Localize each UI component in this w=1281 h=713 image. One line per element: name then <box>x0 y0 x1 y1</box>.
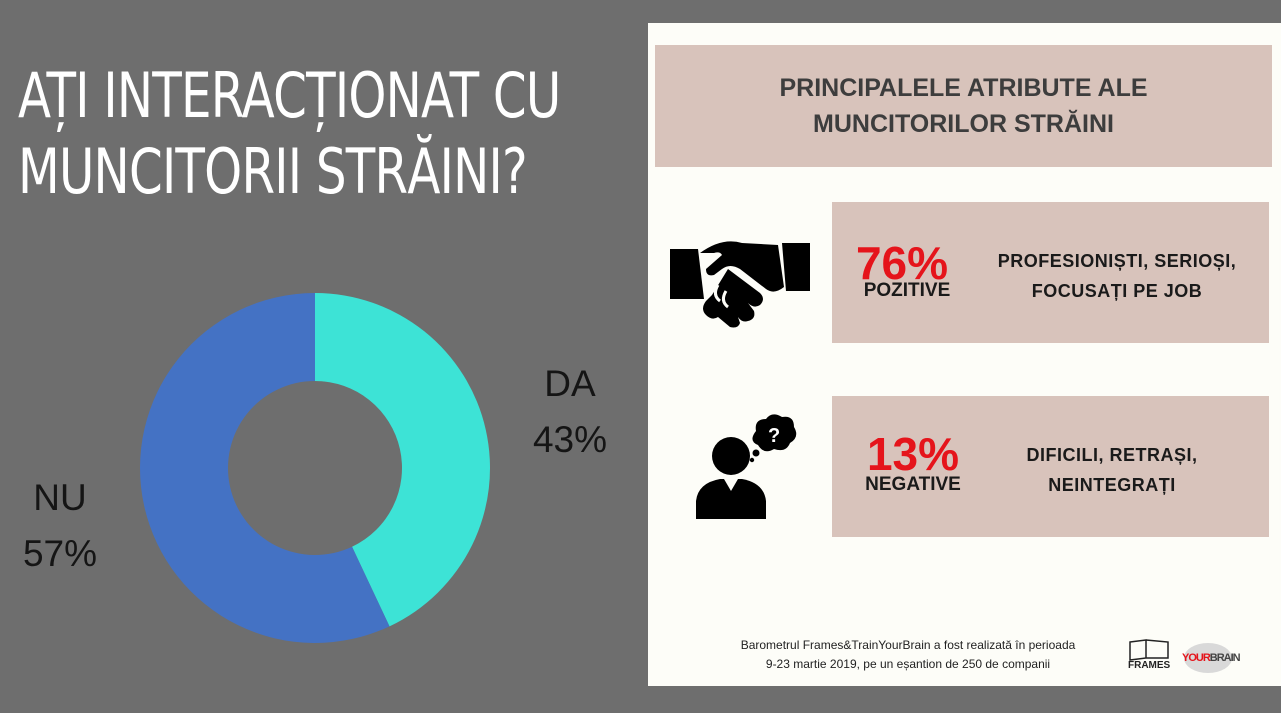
slice-category-da: DA <box>544 363 596 404</box>
negative-box: 13% NEGATIVE DIFICILI, RETRAȘI, NEINTEGR… <box>832 396 1269 537</box>
negative-percent: 13% <box>866 428 960 480</box>
attributes-panel: PRINCIPALELE ATRIBUTE ALE MUNCITORILOR S… <box>648 23 1281 686</box>
slice-label-nu: NU 57% <box>15 470 105 582</box>
frames-logo-mark <box>1129 639 1169 661</box>
slice-category-nu: NU <box>33 477 87 518</box>
panel-header-line-1: PRINCIPALELE ATRIBUTE ALE <box>779 74 1148 102</box>
brain-logo-your: YOUR <box>1182 652 1211 664</box>
confused-person-icon: ? <box>696 414 797 519</box>
handshake-icon <box>670 241 810 328</box>
footer-line-1: Barometrul Frames&TrainYourBrain a fost … <box>740 638 1076 652</box>
positive-label: POZITIVE <box>863 280 951 301</box>
slice-value-nu: 57% <box>22 533 98 574</box>
positive-percent: 76% <box>855 237 949 289</box>
negative-desc-line-2: NEINTEGRAȚI <box>1048 475 1176 495</box>
positive-desc-line-2: FOCUSAȚI PE JOB <box>1031 281 1203 301</box>
donut-slice-da <box>315 293 490 627</box>
frames-logo-text: FRAMES <box>1128 660 1171 671</box>
panel-header: PRINCIPALELE ATRIBUTE ALE MUNCITORILOR S… <box>655 45 1272 167</box>
slice-value-da: 43% <box>532 419 608 460</box>
negative-desc-line-1: DIFICILI, RETRAȘI, <box>1026 445 1198 465</box>
panel-header-line-2: MUNCITORILOR STRĂINI <box>813 110 1114 138</box>
trainyourbrain-logo: YOURBRAIN <box>1180 640 1241 678</box>
brain-logo-text: YOURBRAIN <box>1182 652 1241 664</box>
negative-label: NEGATIVE <box>865 474 961 495</box>
positive-description: PROFESIONIȘTI, SERIOȘI, FOCUSAȚI PE JOB <box>967 246 1267 306</box>
footer-line-2: 9-23 martie 2019, pe un eșantion de 250 … <box>765 657 1051 671</box>
svg-text:?: ? <box>768 425 780 447</box>
negative-description: DIFICILI, RETRAȘI, NEINTEGRAȚI <box>972 440 1252 500</box>
donut-chart <box>139 293 490 643</box>
donut-slice-nu <box>139 293 390 643</box>
frames-logo: FRAMES <box>1126 638 1176 674</box>
title-line-2: MUNCITORII STRĂINI? <box>18 135 528 208</box>
slice-label-da: DA 43% <box>525 356 615 468</box>
chart-title: AȚI INTERACȚIONAT CU MUNCITORII STRĂINI? <box>18 58 561 210</box>
positive-box: 76% POZITIVE PROFESIONIȘTI, SERIOȘI, FOC… <box>832 202 1269 343</box>
footer-note: Barometrul Frames&TrainYourBrain a fost … <box>708 636 1108 674</box>
brain-logo-brain: BRAIN <box>1209 652 1241 664</box>
brain-logo-mark <box>1184 643 1232 673</box>
title-line-1: AȚI INTERACȚIONAT CU <box>18 59 561 132</box>
positive-desc-line-1: PROFESIONIȘTI, SERIOȘI, <box>997 251 1237 271</box>
